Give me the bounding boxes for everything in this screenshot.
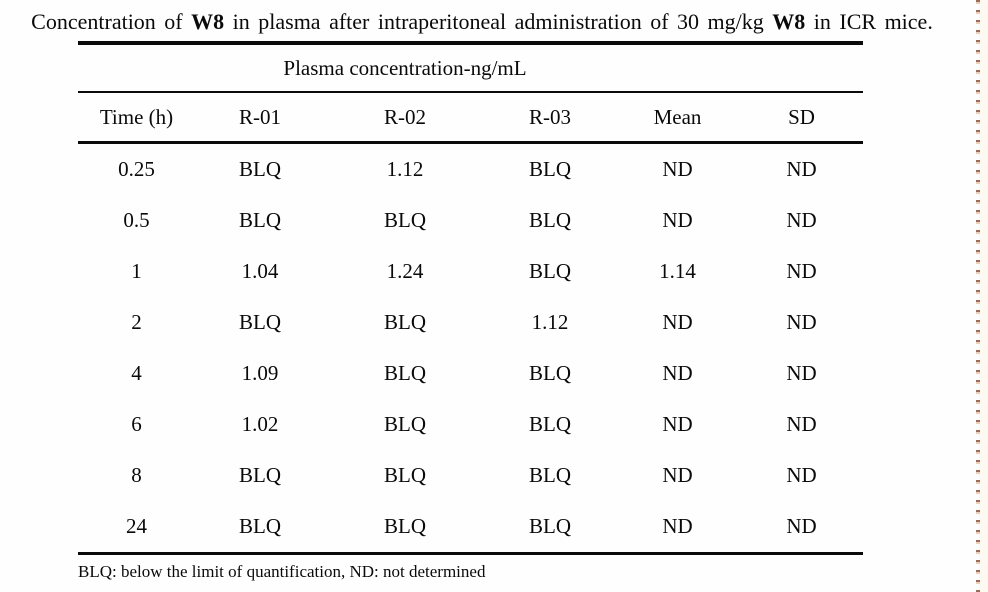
mean-cell: ND [662,463,693,487]
sd-cell: ND [786,463,817,487]
table-row: 2 BLQ BLQ 1.12 ND ND [78,297,863,348]
compound-name-bold: W8 [191,9,225,34]
mean-cell: ND [662,310,693,334]
empty-cell [740,41,863,93]
mean-cell: ND [662,412,693,436]
time-cell: 6 [131,412,142,436]
table-footnote: BLQ: below the limit of quantification, … [78,562,486,581]
value-cell: 1.12 [386,157,424,181]
value-cell: BLQ [529,361,571,385]
value-cell: BLQ [384,208,426,232]
column-header-r03: R-03 [485,92,615,144]
value-cell: 1.12 [531,310,569,334]
value-cell: BLQ [529,208,571,232]
table-row: 0.25 BLQ 1.12 BLQ ND ND [78,143,863,196]
table-row: 1 1.04 1.24 BLQ 1.14 ND [78,246,863,297]
sd-cell: ND [786,259,817,283]
column-header-mean: Mean [615,92,740,144]
value-cell: BLQ [384,361,426,385]
group-header-cell: Plasma concentration-ng/mL [195,41,615,93]
value-cell: BLQ [384,463,426,487]
scan-edge-dotted-artifact [976,0,980,592]
value-cell: BLQ [325,501,485,555]
sd-cell: ND [786,361,817,385]
mean-cell: ND [615,501,740,555]
empty-cell [78,41,195,93]
sd-cell: ND [786,208,817,232]
value-cell: BLQ [529,157,571,181]
time-cell: 24 [78,501,195,555]
value-cell: 1.04 [241,259,279,283]
table-header-row: Time (h) R-01 R-02 R-03 Mean SD [78,92,863,144]
table-row: 0.5 BLQ BLQ BLQ ND ND [78,195,863,246]
column-header-time: Time (h) [78,92,195,144]
mean-cell: ND [662,208,693,232]
column-header-r02: R-02 [325,92,485,144]
mean-cell: ND [662,157,693,181]
time-cell: 0.25 [118,157,155,181]
caption-text-2: in plasma after intraperitoneal administ… [224,9,773,34]
column-header-sd: SD [740,92,863,144]
sd-cell: ND [740,501,863,555]
sd-cell: ND [786,310,817,334]
time-cell: 4 [131,361,142,385]
time-cell: 8 [131,463,142,487]
mean-cell: ND [662,361,693,385]
value-cell: BLQ [529,463,571,487]
mean-cell: 1.14 [659,259,696,283]
table-row: 24 BLQ BLQ BLQ ND ND [78,501,863,555]
value-cell: BLQ [529,412,571,436]
table-caption: Concentration of W8 in plasma after intr… [22,8,942,36]
table-row: 8 BLQ BLQ BLQ ND ND [78,450,863,501]
value-cell: 1.02 [241,412,279,436]
sd-cell: ND [786,157,817,181]
value-cell: 1.24 [386,259,424,283]
value-cell: BLQ [239,208,281,232]
value-cell: BLQ [529,259,571,283]
value-cell: BLQ [239,463,281,487]
value-cell: BLQ [384,412,426,436]
table-row: 4 1.09 BLQ BLQ ND ND [78,348,863,399]
value-cell: BLQ [239,310,281,334]
caption-text-1: Concentration of [31,9,192,34]
value-cell: BLQ [384,310,426,334]
plasma-concentration-table: Plasma concentration-ng/mL Time (h) R-01… [78,41,863,555]
caption-text-3: in ICR mice. [805,9,933,34]
sd-cell: ND [786,412,817,436]
table-group-header-row: Plasma concentration-ng/mL [78,41,863,93]
time-cell: 0.5 [123,208,150,232]
column-header-r01: R-01 [195,92,325,144]
value-cell: BLQ [239,157,281,181]
empty-cell [615,41,740,93]
value-cell: 1.09 [241,361,279,385]
table-row: 6 1.02 BLQ BLQ ND ND [78,399,863,450]
time-cell: 1 [131,259,142,283]
value-cell: BLQ [485,501,615,555]
scan-edge-tint [979,0,988,592]
value-cell: BLQ [195,501,325,555]
compound-name-bold: W8 [772,9,806,34]
time-cell: 2 [131,310,142,334]
